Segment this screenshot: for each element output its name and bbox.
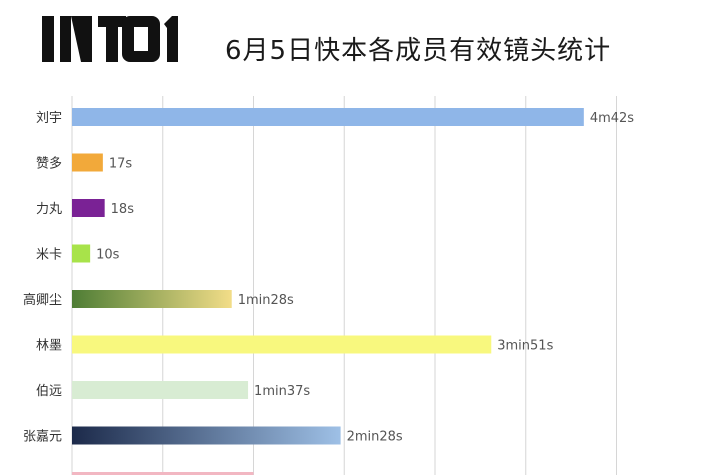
bar-2 <box>72 153 103 172</box>
category-label-3: 力丸 <box>36 202 62 217</box>
category-label-2: 赞多 <box>36 156 62 172</box>
category-label-6: 林墨 <box>36 339 62 354</box>
value-label-1: 4m42s <box>590 111 634 126</box>
category-label-8: 张嘉元 <box>23 430 62 445</box>
value-label-3: 18s <box>111 202 135 217</box>
category-label-7: 伯远 <box>36 384 62 399</box>
value-label-6: 3min51s <box>497 339 553 354</box>
bar-7 <box>72 381 249 399</box>
value-label-5: 1min28s <box>238 293 294 308</box>
value-labels: 4m42s 17s 18s 10s 1min28s 3min51s 1min37s 2min2… <box>96 111 634 445</box>
bar-6 <box>72 335 492 354</box>
value-label-7: 1min37s <box>254 384 310 399</box>
chart-title: 6月5日快本各成员有效镜头统计 <box>225 36 612 66</box>
bar-5 <box>72 290 232 308</box>
value-label-4: 10s <box>96 248 120 263</box>
category-label-5: 高卿尘 <box>23 292 62 308</box>
bar-1 <box>72 108 584 126</box>
bar-4 <box>72 244 91 263</box>
category-label-4: 米卡 <box>36 248 62 263</box>
bar-9 <box>72 472 254 475</box>
value-label-8: 2min28s <box>347 430 403 445</box>
bar-8 <box>72 426 341 445</box>
into1-logo <box>42 16 178 62</box>
grid-lines <box>71 96 617 475</box>
bar-3 <box>72 199 105 217</box>
bars <box>72 108 584 475</box>
category-label-1: 刘宇 <box>36 111 62 126</box>
value-label-2: 17s <box>109 157 133 172</box>
category-labels: 刘宇赞多力丸米卡高卿尘林墨伯远张嘉元邵维宇 <box>23 111 62 445</box>
